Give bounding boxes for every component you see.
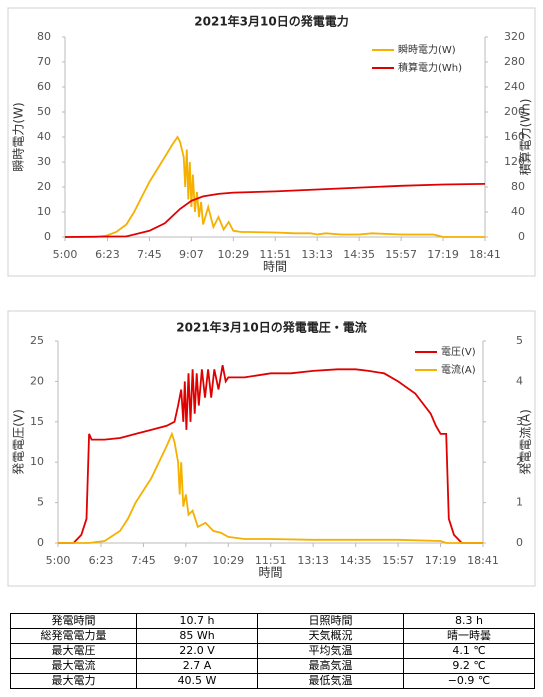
y-tick-label: 60 xyxy=(37,80,51,93)
chart-frame xyxy=(7,7,536,277)
cell-value: −0.9 ℃ xyxy=(403,673,535,689)
y-tick-label: 70 xyxy=(37,55,51,68)
cell-label: 最大電力 xyxy=(10,673,137,689)
y2-tick-label: 1 xyxy=(516,496,523,509)
cell-value: 85 Wh xyxy=(136,628,258,644)
series-line xyxy=(58,431,483,544)
y2-tick-label: 3 xyxy=(516,415,523,428)
chart-title: 2021年3月10日の発電電力 xyxy=(194,14,348,29)
cell-value: 40.5 W xyxy=(136,673,258,689)
charts: 2021年3月10日の発電電力0102030405060708004080120… xyxy=(7,7,536,587)
cell-value: 4.1 ℃ xyxy=(403,643,535,659)
cell-label: 日照時間 xyxy=(257,613,404,629)
y-tick-label: 0 xyxy=(44,230,51,243)
cell-label: 最低気温 xyxy=(257,673,404,689)
y-tick-label: 30 xyxy=(37,155,51,168)
y2-tick-label: 120 xyxy=(504,155,525,168)
legend-label: 電圧(V) xyxy=(441,346,476,358)
x-tick-label: 10:29 xyxy=(212,554,244,567)
y2-tick-label: 0 xyxy=(518,230,525,243)
y2-tick-label: 80 xyxy=(511,180,525,193)
x-tick-label: 7:45 xyxy=(131,554,156,567)
y2-tick-label: 320 xyxy=(504,30,525,43)
x-tick-label: 15:57 xyxy=(382,554,414,567)
x-tick-label: 17:19 xyxy=(427,248,459,261)
cell-value: 10.7 h xyxy=(136,613,258,629)
table-row: 最大電流 2.7 A 最高気温 9.2 ℃ xyxy=(10,658,535,674)
x-tick-label: 7:45 xyxy=(137,248,162,261)
y2-tick-label: 240 xyxy=(504,80,525,93)
y-tick-label: 50 xyxy=(37,105,51,118)
y-tick-label: 5 xyxy=(37,496,44,509)
y2-tick-label: 280 xyxy=(504,55,525,68)
y-tick-label: 10 xyxy=(37,205,51,218)
y-tick-label: 10 xyxy=(30,455,44,468)
cell-label: 天気概況 xyxy=(257,628,404,644)
x-tick-label: 15:57 xyxy=(385,248,417,261)
cell-value: 8.3 h xyxy=(403,613,535,629)
y-tick-label: 20 xyxy=(37,180,51,193)
x-axis-title: 時間 xyxy=(258,566,282,580)
y2-tick-label: 160 xyxy=(504,130,525,143)
y2-tick-label: 4 xyxy=(516,374,523,387)
x-tick-label: 11:51 xyxy=(259,248,291,261)
x-axis-title: 時間 xyxy=(263,260,287,274)
x-tick-label: 14:35 xyxy=(340,554,372,567)
x-tick-label: 13:13 xyxy=(301,248,333,261)
table-row: 最大電力 40.5 W 最低気温 −0.9 ℃ xyxy=(10,673,535,689)
x-tick-label: 6:23 xyxy=(95,248,120,261)
y-tick-label: 0 xyxy=(37,536,44,549)
cell-value: 晴一時曇 xyxy=(403,628,535,644)
x-tick-label: 17:19 xyxy=(425,554,457,567)
x-tick-label: 13:13 xyxy=(297,554,329,567)
x-tick-label: 14:35 xyxy=(343,248,375,261)
series-line xyxy=(64,183,486,238)
y2-axis-title: 積算電力(Wh) xyxy=(518,99,533,176)
series-line xyxy=(58,365,483,544)
x-tick-label: 5:00 xyxy=(46,554,71,567)
y2-tick-label: 200 xyxy=(504,105,525,118)
cell-label: 最高気温 xyxy=(257,658,404,674)
y2-tick-label: 0 xyxy=(516,536,523,549)
y-axis-title: 瞬時電力(W) xyxy=(12,102,26,171)
summary-table: 発電時間 10.7 h 日照時間 8.3 h 総発電電力量 85 Wh 天気概況 晴一時曇 最大… xyxy=(10,613,535,689)
table-row: 発電時間 10.7 h 日照時間 8.3 h xyxy=(10,613,535,629)
x-tick-label: 9:07 xyxy=(174,554,199,567)
y2-axis-title: 発電電流(A) xyxy=(519,409,533,475)
cell-value: 9.2 ℃ xyxy=(403,658,535,674)
x-tick-label: 5:00 xyxy=(53,248,78,261)
y-tick-label: 25 xyxy=(30,334,44,347)
x-tick-label: 18:41 xyxy=(467,554,499,567)
legend-label: 瞬時電力(W) xyxy=(398,43,456,56)
series-line xyxy=(65,135,485,238)
chart-title: 2021年3月10日の発電電圧・電流 xyxy=(176,320,366,335)
x-tick-label: 18:41 xyxy=(469,248,501,261)
cell-label: 総発電電力量 xyxy=(10,628,137,644)
x-tick-label: 11:51 xyxy=(255,554,287,567)
y2-tick-label: 5 xyxy=(516,334,523,347)
cell-label: 最大電圧 xyxy=(10,643,137,659)
legend-label: 電流(A) xyxy=(441,363,476,376)
x-tick-label: 6:23 xyxy=(89,554,114,567)
y-tick-label: 15 xyxy=(30,415,44,428)
x-tick-label: 9:07 xyxy=(179,248,204,261)
y-tick-label: 40 xyxy=(37,130,51,143)
y-axis-title: 発電電圧(V) xyxy=(12,409,26,475)
cell-label: 発電時間 xyxy=(10,613,137,629)
y-tick-label: 80 xyxy=(37,30,51,43)
y2-tick-label: 40 xyxy=(511,205,525,218)
y2-tick-label: 2 xyxy=(516,455,523,468)
table-row: 最大電圧 22.0 V 平均気温 4.1 ℃ xyxy=(10,643,535,659)
x-tick-label: 10:29 xyxy=(217,248,249,261)
cell-value: 2.7 A xyxy=(136,658,258,674)
y-tick-label: 20 xyxy=(30,374,44,387)
legend-label: 積算電力(Wh) xyxy=(398,61,462,74)
table-row: 総発電電力量 85 Wh 天気概況 晴一時曇 xyxy=(10,628,535,644)
cell-label: 平均気温 xyxy=(257,643,404,659)
cell-label: 最大電流 xyxy=(10,658,137,674)
cell-value: 22.0 V xyxy=(136,643,258,659)
